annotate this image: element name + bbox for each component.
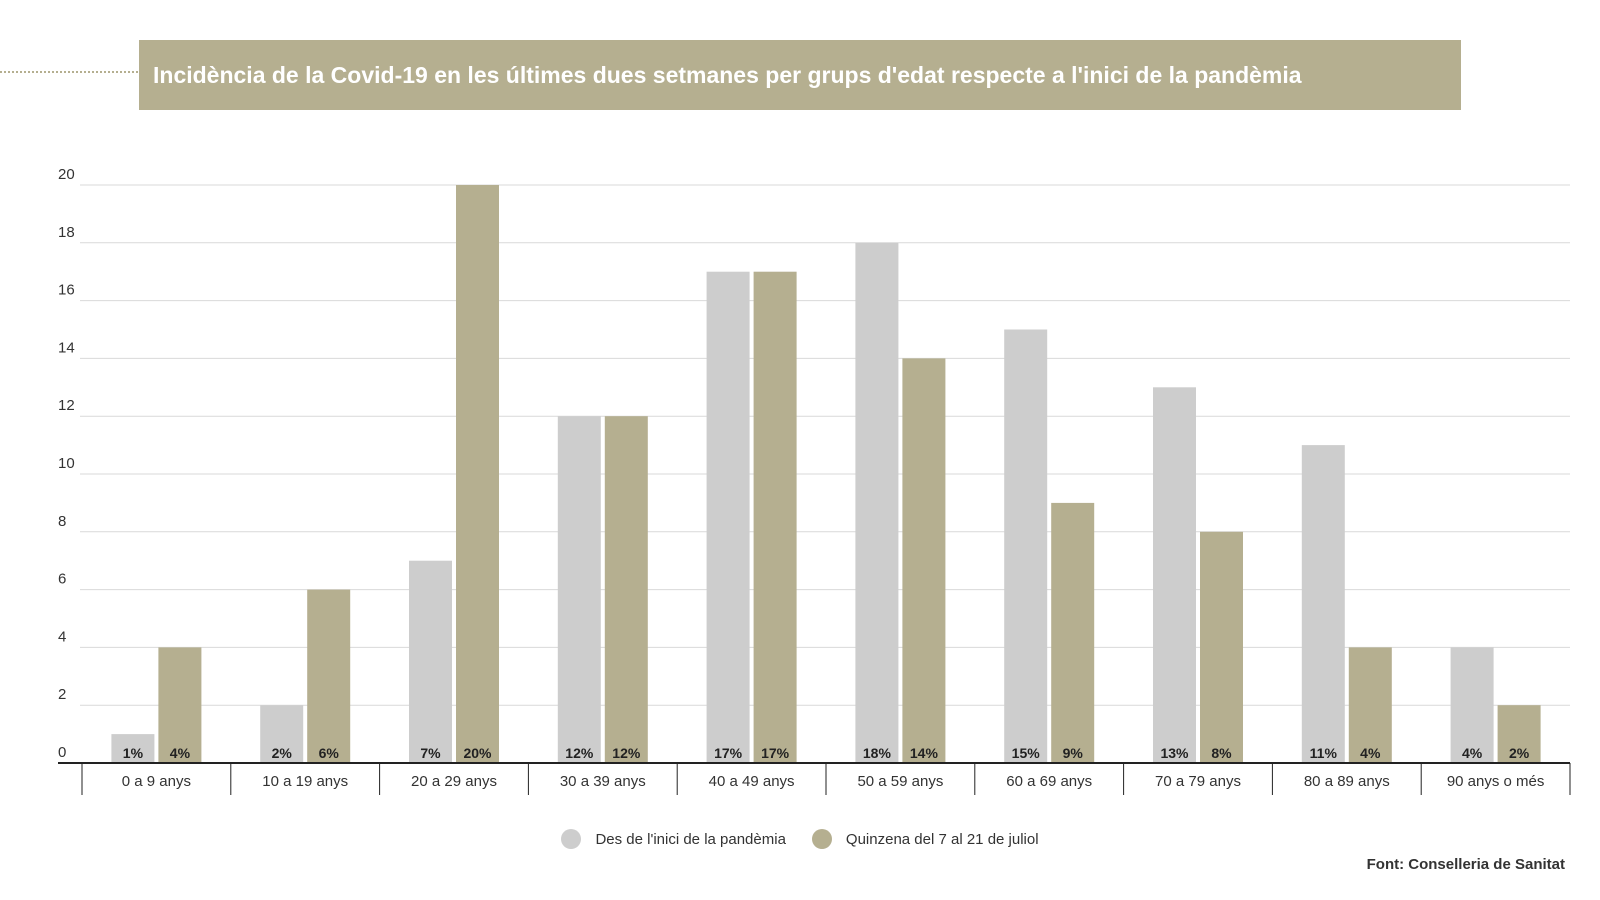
- x-category-label-0: 0 a 9 anys: [122, 773, 191, 790]
- bar-series-2-8: [1348, 647, 1392, 763]
- data-label-series-2-1: 6%: [319, 745, 340, 761]
- data-label-series-2-4: 17%: [761, 745, 790, 761]
- bar-series-2-5: [902, 358, 946, 763]
- x-category-label-5: 50 a 59 anys: [857, 773, 943, 790]
- data-label-series-2-8: 4%: [1360, 745, 1381, 761]
- source-note: Font: Conselleria de Sanitat: [1366, 856, 1565, 873]
- bar-series-2-0: [158, 647, 202, 763]
- chart-title: Incidència de la Covid-19 en les últimes…: [139, 40, 1461, 110]
- data-label-series-1-1: 2%: [272, 745, 293, 761]
- bar-series-1-0: [111, 734, 155, 763]
- data-label-series-2-9: 2%: [1509, 745, 1530, 761]
- data-label-series-2-6: 9%: [1063, 745, 1084, 761]
- bar-series-2-7: [1200, 531, 1243, 763]
- bar-series-1-7: [1153, 387, 1196, 763]
- data-label-series-1-3: 12%: [565, 745, 594, 761]
- data-label-series-2-0: 4%: [170, 745, 191, 761]
- data-label-series-1-7: 13%: [1160, 745, 1189, 761]
- data-label-series-1-5: 18%: [863, 745, 892, 761]
- x-category-label-2: 20 a 29 anys: [411, 773, 497, 790]
- title-dotted-line: [0, 71, 138, 73]
- legend-label-series-1: Des de l'inici de la pandèmia: [595, 830, 786, 848]
- x-category-label-4: 40 a 49 anys: [709, 773, 795, 790]
- data-label-series-2-5: 14%: [910, 745, 939, 761]
- bar-series-1-4: [706, 271, 750, 763]
- bar-series-2-1: [307, 589, 351, 763]
- data-label-series-1-4: 17%: [714, 745, 743, 761]
- y-tick-label-0: 0: [58, 744, 66, 761]
- legend-item-series-2: Quinzena del 7 al 21 de juliol: [811, 829, 1039, 849]
- y-tick-label-18: 18: [58, 224, 75, 241]
- x-category-label-9: 90 anys o més: [1447, 773, 1545, 790]
- y-tick-label-16: 16: [58, 282, 75, 299]
- bar-series-1-8: [1301, 445, 1345, 763]
- legend-label-series-2: Quinzena del 7 al 21 de juliol: [845, 830, 1039, 848]
- bar-series-1-6: [1004, 329, 1048, 763]
- y-tick-label-12: 12: [58, 397, 75, 414]
- bar-series-1-1: [260, 705, 304, 763]
- bar-series-2-2: [456, 185, 499, 763]
- bar-series-1-2: [409, 560, 452, 763]
- x-category-label-6: 60 a 69 anys: [1006, 773, 1092, 790]
- y-tick-label-4: 4: [58, 628, 66, 645]
- bar-series-2-6: [1051, 502, 1095, 763]
- y-tick-label-20: 20: [58, 166, 75, 183]
- bar-series-1-9: [1450, 647, 1494, 763]
- y-tick-label-6: 6: [58, 571, 66, 588]
- x-category-label-1: 10 a 19 anys: [262, 773, 348, 790]
- data-label-series-1-6: 15%: [1012, 745, 1041, 761]
- data-label-series-1-0: 1%: [123, 745, 144, 761]
- data-label-series-2-3: 12%: [612, 745, 641, 761]
- bar-series-2-3: [604, 416, 648, 763]
- y-tick-label-14: 14: [58, 339, 75, 356]
- data-label-series-1-2: 7%: [420, 745, 441, 761]
- bar-series-1-5: [855, 242, 899, 764]
- x-category-label-8: 80 a 89 anys: [1304, 773, 1390, 790]
- legend-item-series-1: Des de l'inici de la pandèmia: [561, 829, 786, 849]
- y-tick-label-10: 10: [58, 455, 75, 472]
- x-category-label-7: 70 a 79 anys: [1155, 773, 1241, 790]
- bar-series-2-9: [1497, 705, 1541, 763]
- y-tick-label-2: 2: [58, 686, 66, 703]
- bar-series-1-3: [557, 416, 601, 763]
- bar-series-2-4: [753, 271, 797, 763]
- data-label-series-1-8: 11%: [1310, 745, 1338, 761]
- data-label-series-2-2: 20%: [463, 745, 492, 761]
- legend: Des de l'inici de la pandèmia Quinzena d…: [0, 824, 1600, 854]
- legend-swatch-series-1: [561, 829, 582, 849]
- data-label-series-1-9: 4%: [1462, 745, 1483, 761]
- data-label-series-2-7: 8%: [1211, 745, 1232, 761]
- y-tick-label-8: 8: [58, 513, 66, 530]
- legend-swatch-series-2: [811, 829, 832, 849]
- x-category-label-3: 30 a 39 anys: [560, 773, 646, 790]
